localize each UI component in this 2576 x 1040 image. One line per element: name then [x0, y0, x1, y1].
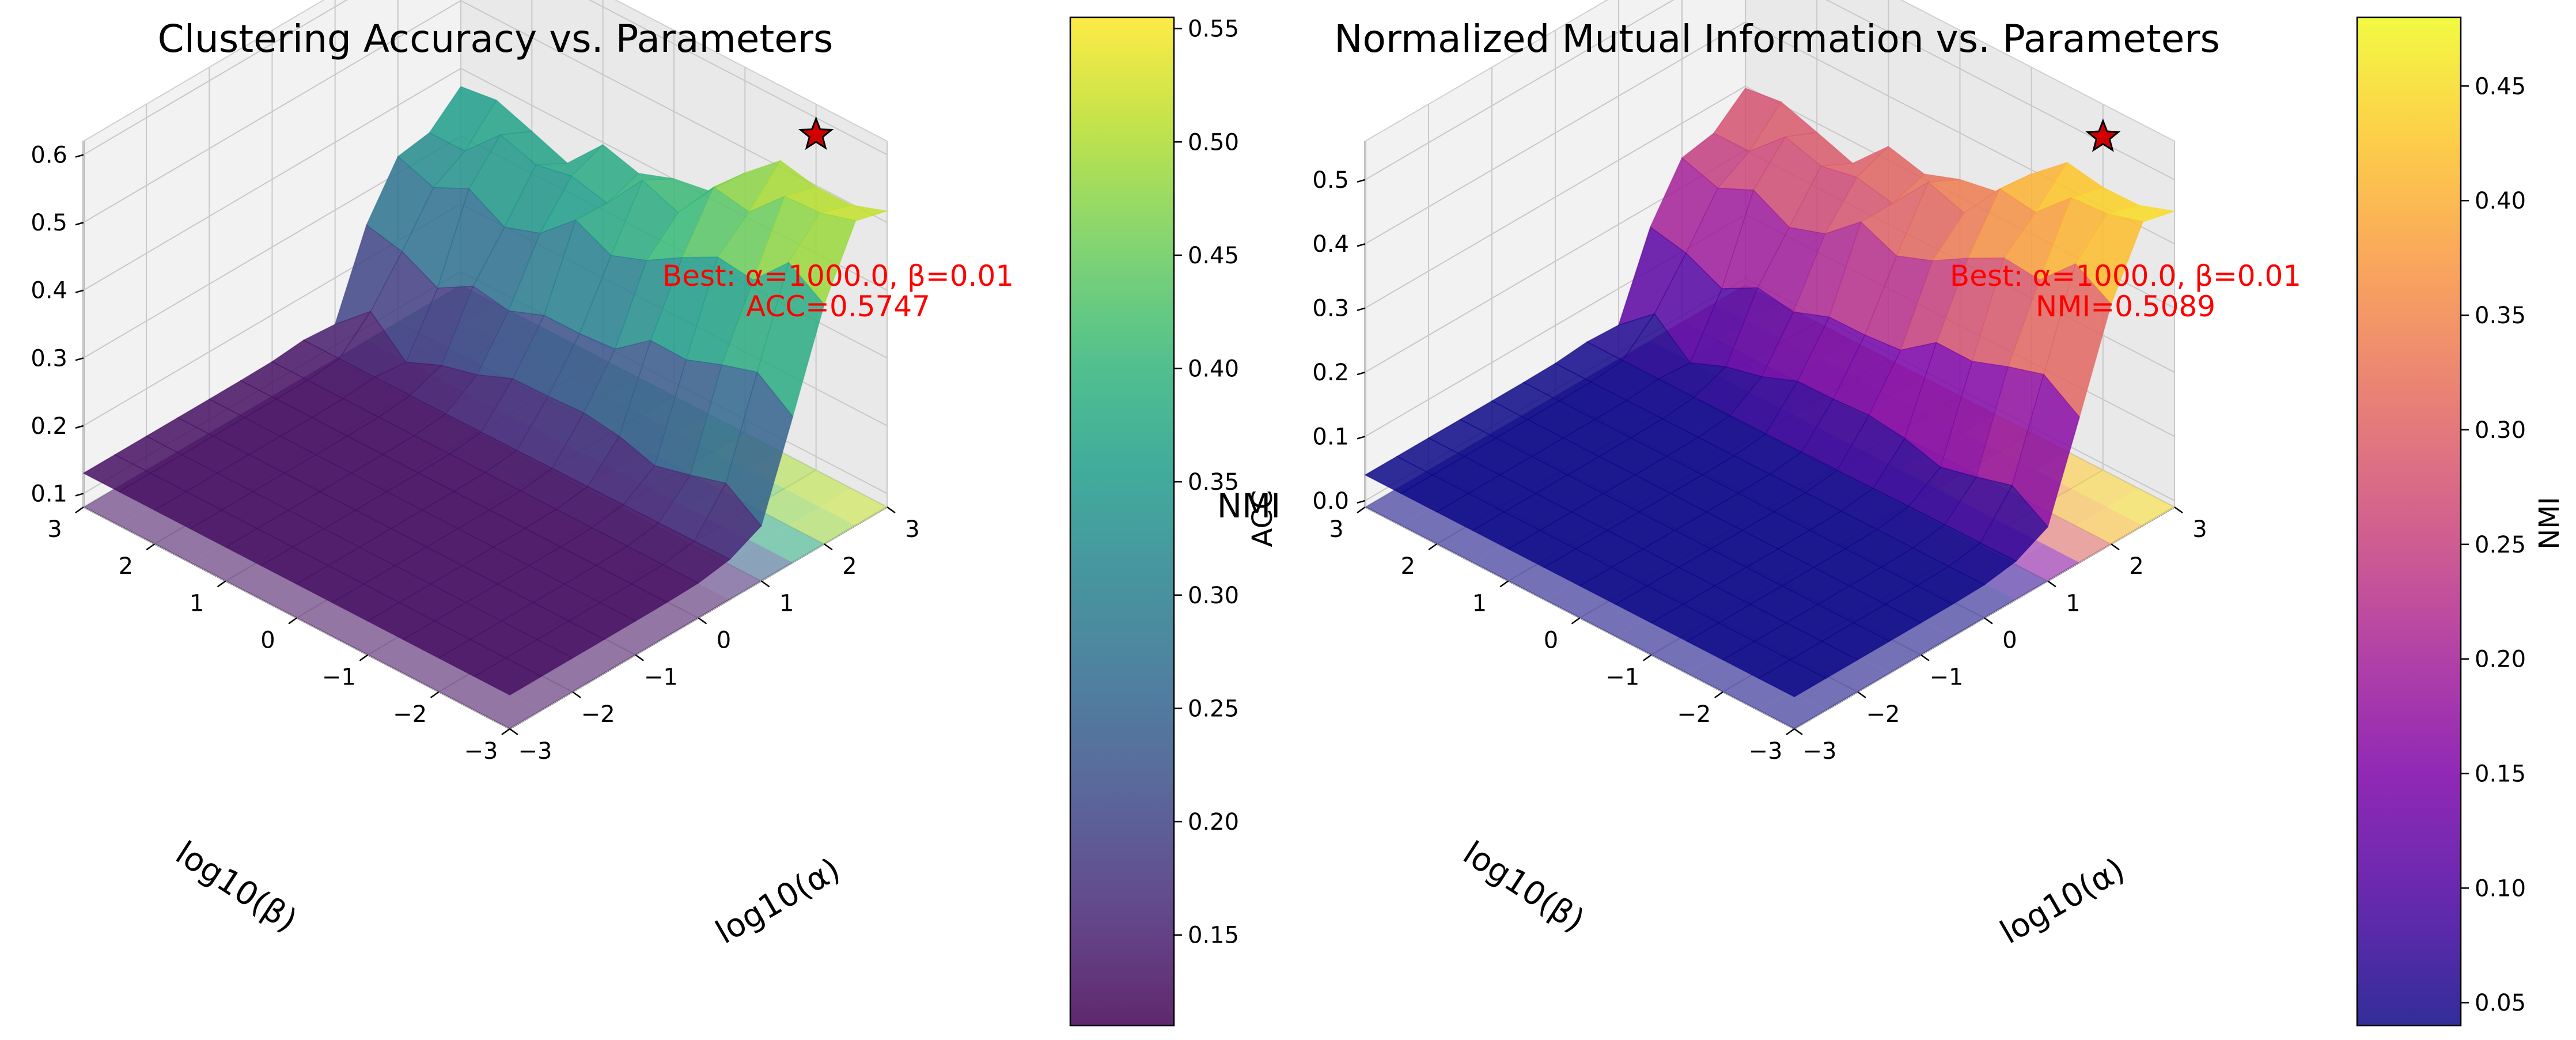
nmi-xlabel: log10(α)	[1994, 851, 2131, 952]
z-tick-label: 0.2	[31, 413, 67, 440]
best-star-icon	[798, 116, 834, 150]
alpha-tick-label: −1	[1930, 664, 1964, 691]
acc-xlabel: log10(α)	[710, 851, 847, 952]
beta-tick-label: 1	[190, 590, 204, 617]
colorbar-tick-label: 0.45	[1188, 243, 1239, 269]
z-tick-label: 0.5	[1312, 167, 1349, 194]
beta-tick-label: 2	[119, 553, 133, 580]
alpha-tick-label: 2	[2129, 553, 2143, 580]
alpha-tick-label: −2	[1866, 701, 1900, 728]
z-tick-label: 0.3	[31, 345, 67, 372]
nmi-best-annotation-line1: Best: α=1000.0, β=0.01	[1950, 259, 2301, 293]
alpha-tick-label: 3	[2192, 516, 2207, 543]
acc-colorbar: 0.15 0.20 0.25 0.30 0.35 0.40 0.45 0.50 0.55	[1069, 16, 1239, 1027]
beta-tick-label: −3	[1749, 738, 1783, 765]
acc-ylabel: log10(β)	[169, 834, 303, 940]
alpha-tick-label: 1	[779, 590, 794, 617]
colorbar-tick-label: 0.30	[2475, 417, 2526, 444]
acc-surface-panel: −3 −2 −1 0 1 2 3 −3 −2 −1 0 1 2 3 0.1 0.2 0.3 0.4 0.5 0.6 C…	[31, 0, 1279, 1027]
acc-colorbar-label: ACC	[1247, 490, 1279, 547]
colorbar-tick-label: 0.35	[2475, 302, 2526, 329]
beta-tick-label: 3	[1329, 516, 1343, 543]
alpha-tick-label: 0	[717, 627, 731, 654]
acc-best-marker	[798, 116, 834, 150]
nmi-chart-title: Normalized Mutual Information vs. Parame…	[1334, 17, 2220, 61]
colorbar-tick-label: 0.30	[1188, 583, 1239, 609]
nmi-ylabel: log10(β)	[1456, 834, 1590, 940]
z-tick-label: 0.1	[1312, 423, 1349, 450]
z-tick-label: 0.2	[1312, 360, 1349, 386]
best-star-icon	[2085, 118, 2121, 152]
alpha-tick-label: 3	[905, 516, 919, 543]
z-tick-label: 0.4	[1312, 231, 1349, 258]
colorbar-tick-label: 0.10	[2475, 875, 2526, 902]
z-tick-label: 0.3	[1312, 296, 1349, 322]
acc-best-annotation-line2: ACC=0.5747	[746, 290, 930, 323]
nmi-colorbar-label: NMI	[2533, 497, 2566, 549]
nmi-best-annotation-line2: NMI=0.5089	[2036, 290, 2215, 323]
colorbar-tick-label: 0.15	[1188, 922, 1239, 949]
beta-tick-label: 0	[260, 627, 275, 654]
beta-tick-label: −2	[393, 701, 427, 728]
alpha-tick-label: −1	[644, 664, 678, 691]
colorbar-tick-label: 0.35	[1188, 469, 1239, 496]
z-tick-label: 0.5	[31, 210, 67, 236]
colorbar-tick-label: 0.40	[2475, 188, 2526, 214]
z-tick-label: 0.1	[31, 481, 67, 507]
acc-surface	[82, 86, 888, 696]
beta-tick-label: −1	[1605, 664, 1639, 691]
acc-best-annotation-line1: Best: α=1000.0, β=0.01	[662, 259, 1014, 293]
colorbar-tick-label: 0.15	[2475, 761, 2526, 788]
alpha-tick-label: 0	[2002, 627, 2017, 654]
alpha-tick-label: 2	[842, 553, 857, 580]
colorbar-tick-label: 0.20	[2475, 646, 2526, 673]
beta-tick-label: 1	[1472, 590, 1487, 617]
beta-tick-label: 3	[47, 516, 62, 543]
colorbar-tick-label: 0.50	[1188, 129, 1239, 156]
nmi-best-marker	[2085, 118, 2121, 152]
colorbar-tick-label: 0.45	[2475, 73, 2526, 100]
nmi-colorbar: 0.05 0.10 0.15 0.20 0.25 0.30 0.35 0.40 0.45	[2356, 16, 2526, 1027]
nmi-surface	[1364, 88, 2175, 698]
z-tick-label: 0.0	[1312, 488, 1349, 515]
z-tick-label: 0.4	[31, 278, 67, 304]
z-tick-label: 0.6	[31, 142, 67, 169]
beta-tick-label: 2	[1400, 553, 1415, 580]
colorbar-tick-label: 0.25	[1188, 695, 1239, 722]
beta-tick-label: −2	[1677, 701, 1711, 728]
beta-tick-label: −1	[322, 664, 356, 691]
acc-chart-title: Clustering Accuracy vs. Parameters	[158, 17, 834, 61]
stray-nmi-label: NMI	[1217, 486, 1281, 525]
alpha-tick-label: 1	[2066, 590, 2080, 617]
colorbar-tick-label: 0.20	[1188, 809, 1239, 835]
beta-tick-label: 0	[1544, 627, 1558, 654]
alpha-tick-label: −2	[581, 701, 615, 728]
colorbar-tick-label: 0.05	[2475, 990, 2526, 1016]
colorbar-tick-label: 0.40	[1188, 356, 1239, 383]
colorbar-tick-label: 0.25	[2475, 532, 2526, 558]
colorbar-tick-label: 0.55	[1188, 16, 1239, 43]
alpha-tick-label: −3	[518, 738, 552, 765]
acc-ticks: −3 −2 −1 0 1 2 3 −3 −2 −1 0 1 2 3 0.1 0.2 0.3 0.4 0.5 0.6	[31, 142, 919, 765]
beta-tick-label: −3	[464, 738, 498, 765]
alpha-tick-label: −3	[1803, 738, 1837, 765]
